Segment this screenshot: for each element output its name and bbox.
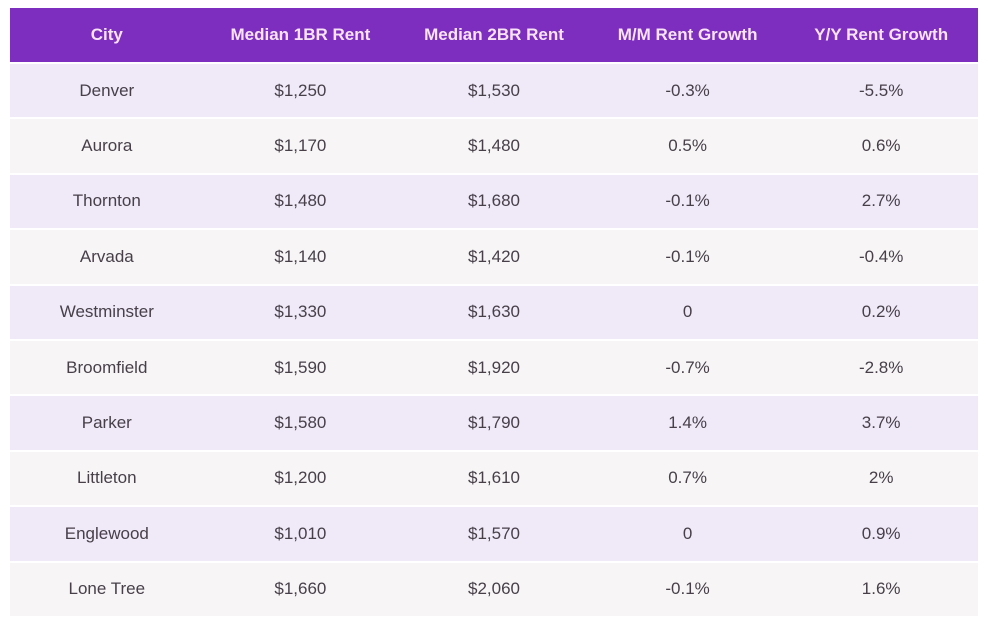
rent-2br-cell: $1,530 <box>467 80 520 100</box>
table-row: Arvada $1,140 $1,420 -0.1% -0.4% <box>10 230 978 286</box>
mm-growth-cell: 0.5% <box>668 136 707 156</box>
rent-2br-cell: $1,570 <box>467 523 520 543</box>
table-row: Aurora $1,170 $1,480 0.5% 0.6% <box>10 119 978 175</box>
table-row: Denver $1,250 $1,530 -0.3% -5.5% <box>10 64 978 120</box>
city-cell: Broomfield <box>66 357 148 377</box>
mm-growth-cell: -0.1% <box>665 246 710 266</box>
yy-growth-cell: 2.7% <box>861 191 901 211</box>
city-cell: Denver <box>79 80 135 100</box>
city-cell: Westminster <box>59 302 154 322</box>
header-cell-2br-rent: Median 2BR Rent <box>424 25 564 44</box>
header-cell-city: City <box>90 25 123 44</box>
rent-1br-cell: $1,330 <box>274 302 327 322</box>
rent-1br-cell: $1,200 <box>274 468 327 488</box>
mm-growth-cell: 0 <box>682 523 693 543</box>
rent-1br-cell: $1,590 <box>274 357 327 377</box>
mm-growth-cell: 1.4% <box>668 413 707 433</box>
yy-growth-cell: -0.4% <box>858 246 904 266</box>
mm-growth-cell: -0.3% <box>665 80 710 100</box>
yy-growth-cell: -5.5% <box>858 80 904 100</box>
table-row: Westminster $1,330 $1,630 0 0.2% <box>10 285 978 341</box>
table-row: Lone Tree $1,660 $2,060 -0.1% 1.6% <box>10 562 978 618</box>
table-row: Littleton $1,200 $1,610 0.7% 2% <box>10 451 978 508</box>
rent-1br-cell: $1,660 <box>274 579 327 599</box>
rent-2br-cell: $1,610 <box>467 468 520 488</box>
rent-2br-cell: $1,680 <box>467 191 520 211</box>
rent-2br-cell: $1,630 <box>467 302 520 322</box>
rent-1br-cell: $1,170 <box>274 136 327 156</box>
rent-2br-cell: $1,420 <box>467 246 520 266</box>
mm-growth-cell: -0.1% <box>665 191 710 211</box>
rent-2br-cell: $1,920 <box>467 357 520 377</box>
rent-2br-cell: $1,480 <box>467 136 520 156</box>
yy-growth-cell: -2.8% <box>858 357 904 377</box>
yy-growth-cell: 1.6% <box>861 579 901 599</box>
mm-growth-cell: -0.7% <box>665 357 710 377</box>
yy-growth-cell: 0.9% <box>861 523 901 543</box>
table-row: Parker $1,580 $1,790 1.4% 3.7% <box>10 396 978 452</box>
rent-1br-cell: $1,250 <box>274 80 327 100</box>
table-row: Englewood $1,010 $1,570 0 0.9% <box>10 507 978 563</box>
table-header-row: City Median 1BR Rent Median 2BR Rent M/M… <box>10 8 978 64</box>
city-cell: Lone Tree <box>68 579 146 599</box>
rent-data-table: City Median 1BR Rent Median 2BR Rent M/M… <box>10 8 978 618</box>
mm-growth-cell: 0.7% <box>668 468 707 488</box>
rent-2br-cell: $1,790 <box>467 413 520 433</box>
city-cell: Englewood <box>64 523 149 543</box>
rent-1br-cell: $1,480 <box>274 191 327 211</box>
rent-1br-cell: $1,580 <box>274 413 327 433</box>
rent-1br-cell: $1,010 <box>274 523 327 543</box>
yy-growth-cell: 2% <box>868 468 894 488</box>
mm-growth-cell: -0.1% <box>665 579 710 599</box>
table-row: Broomfield $1,590 $1,920 -0.7% -2.8% <box>10 340 978 397</box>
city-cell: Aurora <box>81 136 133 156</box>
mm-growth-cell: 0 <box>682 302 693 322</box>
city-cell: Thornton <box>72 191 141 211</box>
header-cell-1br-rent: Median 1BR Rent <box>230 25 371 44</box>
yy-growth-cell: 0.6% <box>861 136 901 156</box>
city-cell: Parker <box>81 413 132 433</box>
city-cell: Arvada <box>79 246 134 266</box>
header-cell-yy-growth: Y/Y Rent Growth <box>814 25 949 44</box>
table-row: Thornton $1,480 $1,680 -0.1% 2.7% <box>10 174 978 231</box>
yy-growth-cell: 3.7% <box>861 413 901 433</box>
header-cell-mm-growth: M/M Rent Growth <box>617 25 758 44</box>
yy-growth-cell: 0.2% <box>861 302 901 322</box>
rent-2br-cell: $2,060 <box>467 579 520 599</box>
city-cell: Littleton <box>77 468 137 488</box>
rent-1br-cell: $1,140 <box>274 246 327 266</box>
